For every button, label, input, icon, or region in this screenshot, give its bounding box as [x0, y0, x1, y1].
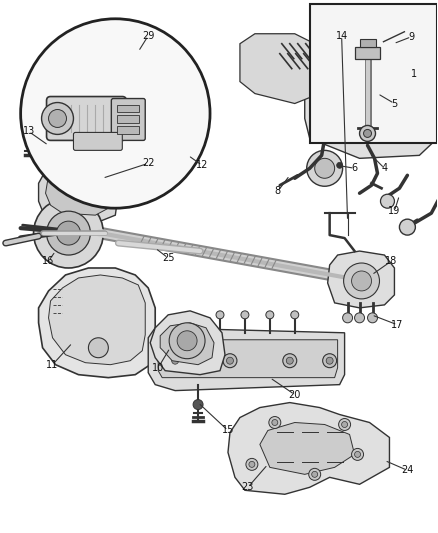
Circle shape [34, 198, 103, 268]
Circle shape [246, 458, 258, 470]
Text: 20: 20 [289, 390, 301, 400]
Text: 23: 23 [242, 482, 254, 492]
Text: 18: 18 [385, 256, 398, 266]
Bar [117, 104, 139, 112]
Circle shape [193, 400, 203, 409]
Text: 1: 1 [411, 69, 417, 78]
Polygon shape [328, 251, 395, 308]
Bar [355, 47, 381, 59]
Circle shape [226, 357, 233, 364]
Text: 15: 15 [222, 425, 234, 435]
Polygon shape [260, 423, 355, 474]
Circle shape [343, 263, 379, 299]
Polygon shape [39, 158, 118, 221]
Polygon shape [150, 311, 225, 375]
Circle shape [283, 354, 297, 368]
Polygon shape [160, 323, 214, 365]
Bar [117, 116, 139, 124]
Circle shape [399, 219, 415, 235]
Circle shape [367, 313, 378, 323]
Circle shape [360, 125, 375, 141]
Circle shape [57, 221, 81, 245]
Polygon shape [338, 62, 414, 128]
Text: 19: 19 [389, 206, 401, 216]
Text: 11: 11 [46, 360, 59, 370]
Polygon shape [39, 268, 155, 378]
Text: 6: 6 [352, 163, 358, 173]
Bar [117, 126, 139, 134]
Circle shape [312, 471, 318, 478]
Bar [360, 39, 375, 47]
Circle shape [342, 422, 348, 427]
Circle shape [309, 469, 321, 480]
Circle shape [350, 69, 399, 118]
Circle shape [21, 19, 210, 208]
Circle shape [352, 448, 364, 461]
Circle shape [355, 451, 360, 457]
Circle shape [272, 419, 278, 425]
Circle shape [241, 311, 249, 319]
Polygon shape [46, 163, 110, 215]
Circle shape [326, 357, 333, 364]
FancyBboxPatch shape [111, 99, 145, 140]
Circle shape [364, 130, 371, 138]
Polygon shape [148, 328, 345, 391]
Text: 29: 29 [142, 31, 155, 41]
Circle shape [42, 102, 74, 134]
Circle shape [46, 211, 90, 255]
Circle shape [286, 357, 293, 364]
Circle shape [307, 150, 343, 186]
Circle shape [339, 418, 350, 431]
Text: 24: 24 [401, 465, 413, 475]
Text: 5: 5 [391, 99, 398, 109]
Text: 17: 17 [391, 320, 404, 330]
Bar [310, 4, 437, 143]
Circle shape [172, 357, 179, 364]
Circle shape [49, 109, 67, 127]
Text: 8: 8 [275, 186, 281, 196]
Polygon shape [158, 340, 338, 378]
Text: 10: 10 [152, 362, 164, 373]
Polygon shape [49, 275, 145, 365]
Text: 25: 25 [162, 253, 174, 263]
Text: 12: 12 [196, 160, 208, 171]
Circle shape [323, 354, 337, 368]
Circle shape [352, 271, 371, 291]
Circle shape [266, 311, 274, 319]
Circle shape [381, 194, 395, 208]
Circle shape [314, 158, 335, 178]
Circle shape [343, 313, 353, 323]
Circle shape [360, 78, 389, 109]
Text: 9: 9 [408, 32, 414, 42]
Circle shape [249, 462, 255, 467]
Circle shape [168, 354, 182, 368]
Circle shape [223, 354, 237, 368]
FancyBboxPatch shape [46, 96, 126, 140]
FancyBboxPatch shape [74, 132, 122, 150]
Polygon shape [305, 44, 437, 158]
Text: 4: 4 [381, 163, 388, 173]
Circle shape [269, 416, 281, 429]
Circle shape [355, 313, 364, 323]
Polygon shape [228, 402, 389, 494]
Text: 16: 16 [42, 256, 55, 266]
Circle shape [291, 311, 299, 319]
Polygon shape [240, 34, 314, 103]
Circle shape [337, 163, 343, 168]
Circle shape [177, 331, 197, 351]
Polygon shape [320, 54, 429, 143]
Text: 22: 22 [142, 158, 155, 168]
Circle shape [88, 338, 108, 358]
Text: 14: 14 [336, 31, 348, 41]
Circle shape [216, 311, 224, 319]
Text: 13: 13 [22, 126, 35, 136]
Circle shape [169, 323, 205, 359]
